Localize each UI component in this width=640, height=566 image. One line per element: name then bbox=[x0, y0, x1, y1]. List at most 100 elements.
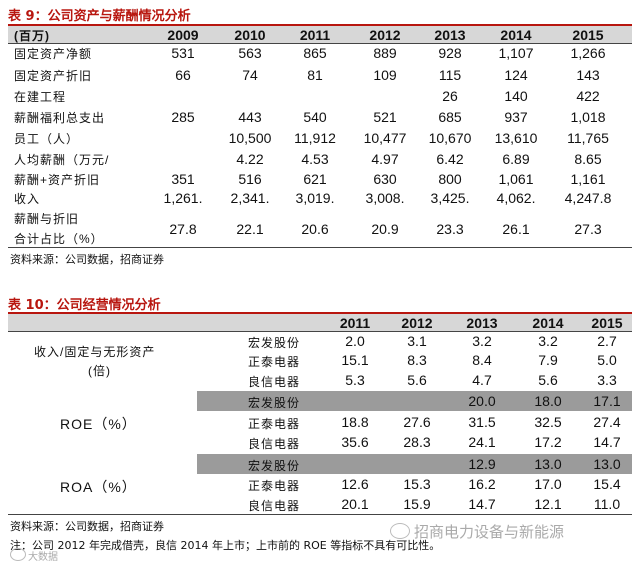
table-cell: 8.3 bbox=[407, 352, 427, 368]
table-cell: 4,247.8 bbox=[564, 190, 612, 206]
table-cell: 3.2 bbox=[472, 333, 492, 349]
table-cell: 35.6 bbox=[341, 434, 369, 450]
table-cell: 6.89 bbox=[502, 151, 530, 167]
table-cell: 5.6 bbox=[538, 372, 558, 388]
table-cell: 20.6 bbox=[301, 221, 329, 237]
wechat-icon-small bbox=[10, 548, 26, 561]
year-header: 2014 bbox=[500, 27, 532, 43]
table-cell: 5.0 bbox=[597, 352, 617, 368]
table-cell: 4.22 bbox=[236, 151, 264, 167]
company-label: 正泰电器 bbox=[248, 479, 301, 493]
table-cell: 13.0 bbox=[593, 456, 621, 472]
table-cell: 4.97 bbox=[371, 151, 399, 167]
watermark-corner: 大数据 bbox=[28, 552, 58, 563]
group-label: ROE（%） bbox=[60, 416, 137, 432]
table-cell: 20.9 bbox=[371, 221, 399, 237]
unit-label: (百万) bbox=[14, 29, 50, 43]
table-cell: 27.4 bbox=[593, 414, 621, 430]
table-cell: 8.4 bbox=[472, 352, 492, 368]
table-cell: 3,019. bbox=[295, 190, 335, 206]
table-cell: 6.42 bbox=[436, 151, 464, 167]
table-cell: 516 bbox=[238, 171, 262, 187]
table10-header-bar bbox=[8, 314, 632, 331]
table-cell: 14.7 bbox=[593, 434, 621, 450]
company-label: 良信电器 bbox=[248, 499, 301, 513]
table-cell: 23.3 bbox=[436, 221, 464, 237]
row-label: 合计占比（%） bbox=[14, 232, 104, 246]
table-cell: 20.0 bbox=[468, 393, 496, 409]
table-cell: 540 bbox=[303, 109, 327, 125]
roa-highlight-bar bbox=[197, 454, 632, 474]
table-cell: 15.1 bbox=[341, 352, 369, 368]
row-label: 薪酬与折旧 bbox=[14, 212, 80, 226]
table-cell: 17.2 bbox=[534, 434, 562, 450]
year-header: 2012 bbox=[401, 315, 433, 331]
table9-header-bar bbox=[8, 26, 632, 43]
table9-source: 资料来源：公司数据，招商证券 bbox=[10, 253, 164, 266]
table10-source: 资料来源：公司数据，招商证券 bbox=[10, 520, 164, 533]
table9-bottom-rule bbox=[8, 247, 632, 248]
table-cell: 18.0 bbox=[534, 393, 562, 409]
table-cell: 11,912 bbox=[294, 130, 336, 146]
table-cell: 14.7 bbox=[468, 496, 496, 512]
table-cell: 685 bbox=[438, 109, 462, 125]
table-cell: 15.3 bbox=[403, 476, 431, 492]
table-cell: 1,266 bbox=[570, 45, 606, 61]
table-cell: 109 bbox=[373, 67, 397, 83]
table-cell: 351 bbox=[171, 171, 195, 187]
table9-title: 表 9：公司资产与薪酬情况分析 bbox=[8, 9, 191, 24]
row-label: 固定资产净额 bbox=[14, 47, 93, 61]
table-cell: 17.1 bbox=[593, 393, 621, 409]
table-cell: 12.1 bbox=[534, 496, 562, 512]
table-cell: 521 bbox=[373, 109, 397, 125]
table10-header-rule bbox=[8, 331, 632, 332]
year-header: 2015 bbox=[591, 315, 623, 331]
table-cell: 1,061 bbox=[498, 171, 534, 187]
table-cell: 66 bbox=[175, 67, 191, 83]
row-label: 员工（人） bbox=[14, 132, 80, 146]
table-cell: 22.1 bbox=[236, 221, 264, 237]
table-cell: 10,670 bbox=[428, 130, 472, 146]
table-cell: 937 bbox=[504, 109, 528, 125]
table10-title: 表 10：公司经营情况分析 bbox=[8, 298, 161, 313]
table-cell: 32.5 bbox=[534, 414, 562, 430]
row-label: 固定资产折旧 bbox=[14, 69, 93, 83]
table-cell: 800 bbox=[438, 171, 462, 187]
company-label: 宏发股份 bbox=[248, 459, 301, 473]
table-cell: 3,425. bbox=[430, 190, 470, 206]
table-cell: 1,018 bbox=[570, 109, 606, 125]
table-cell: 12.9 bbox=[468, 456, 496, 472]
watermark-brand: 招商电力设备与新能源 bbox=[414, 523, 565, 541]
table-cell: 7.9 bbox=[538, 352, 558, 368]
table-cell: 115 bbox=[438, 67, 462, 83]
table-cell: 563 bbox=[238, 45, 262, 61]
year-header: 2015 bbox=[572, 27, 604, 43]
table-cell: 443 bbox=[238, 109, 262, 125]
company-label: 宏发股份 bbox=[248, 336, 301, 350]
table-cell: 928 bbox=[438, 45, 462, 61]
row-label: 收入 bbox=[14, 192, 41, 206]
table-cell: 81 bbox=[307, 67, 323, 83]
table-cell: 31.5 bbox=[468, 414, 496, 430]
row-label: 人均薪酬（万元/ bbox=[14, 153, 110, 167]
table-cell: 24.1 bbox=[468, 434, 496, 450]
table-cell: 621 bbox=[303, 171, 327, 187]
table-cell: 26.1 bbox=[502, 221, 530, 237]
table10-top-rule bbox=[8, 312, 632, 314]
table-cell: 12.6 bbox=[341, 476, 369, 492]
table-cell: 2.0 bbox=[345, 333, 365, 349]
company-label: 良信电器 bbox=[248, 437, 301, 451]
table-cell: 11,765 bbox=[567, 130, 609, 146]
table-cell: 27.8 bbox=[169, 221, 197, 237]
table-cell: 1,107 bbox=[498, 45, 534, 61]
table-cell: 74 bbox=[242, 67, 258, 83]
roe-highlight-bar bbox=[197, 391, 632, 411]
table-cell: 630 bbox=[373, 171, 397, 187]
group-label: 收入/固定与无形资产 bbox=[34, 345, 156, 359]
table10-bottom-rule bbox=[8, 514, 632, 515]
table-cell: 2,341. bbox=[230, 190, 270, 206]
table-cell: 5.6 bbox=[407, 372, 427, 388]
year-header: 2013 bbox=[434, 27, 466, 43]
year-header: 2010 bbox=[234, 27, 266, 43]
company-label: 良信电器 bbox=[248, 375, 301, 389]
